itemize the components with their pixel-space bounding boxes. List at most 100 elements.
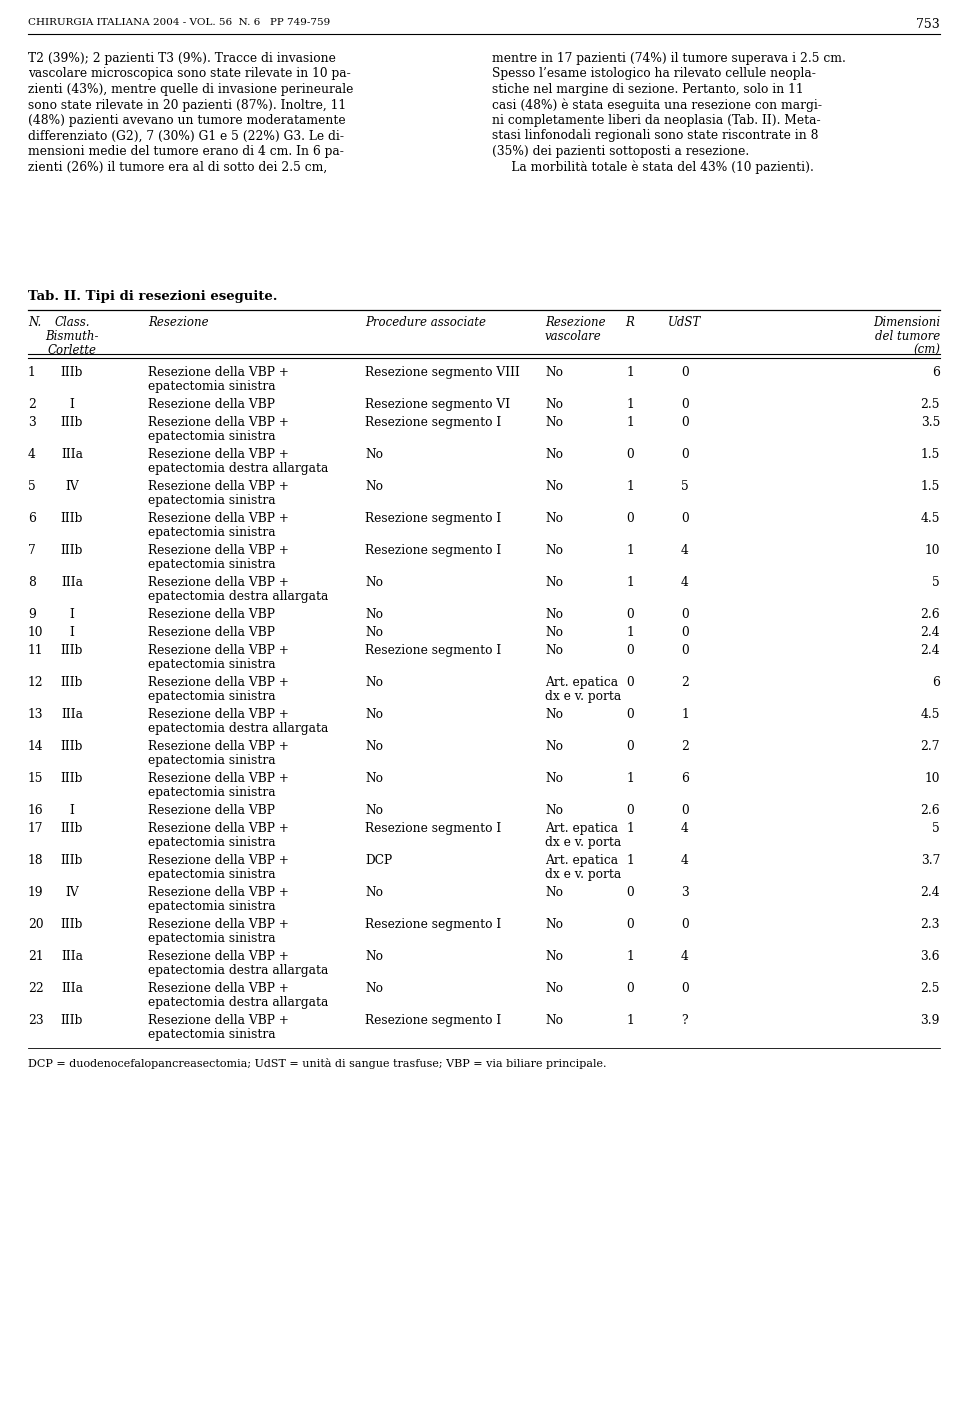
Text: epatectomia destra allargata: epatectomia destra allargata [148,590,328,603]
Text: 1: 1 [626,1014,634,1027]
Text: Resezione segmento I: Resezione segmento I [365,416,501,428]
Text: IIIb: IIIb [60,772,84,785]
Text: 0: 0 [626,676,634,689]
Text: 0: 0 [682,805,689,817]
Text: del tumore: del tumore [875,330,940,342]
Text: 2: 2 [681,676,689,689]
Text: Resezione della VBP +: Resezione della VBP + [148,821,289,836]
Text: 4: 4 [681,821,689,836]
Text: 0: 0 [682,397,689,411]
Text: 753: 753 [916,18,940,31]
Text: No: No [545,609,563,621]
Text: IIIa: IIIa [61,448,83,461]
Text: 4.5: 4.5 [921,511,940,526]
Text: Resezione della VBP +: Resezione della VBP + [148,511,289,526]
Text: dx e v. porta: dx e v. porta [545,836,621,850]
Text: Dimensioni: Dimensioni [873,316,940,328]
Text: 4: 4 [681,854,689,867]
Text: 0: 0 [626,448,634,461]
Text: I: I [69,805,75,817]
Text: IIIb: IIIb [60,644,84,657]
Text: 1: 1 [626,480,634,493]
Text: 2.5: 2.5 [921,397,940,411]
Text: dx e v. porta: dx e v. porta [545,690,621,703]
Text: 22: 22 [28,982,44,995]
Text: 3.9: 3.9 [921,1014,940,1027]
Text: 7: 7 [28,544,36,557]
Text: epatectomia sinistra: epatectomia sinistra [148,754,276,766]
Text: epatectomia sinistra: epatectomia sinistra [148,836,276,850]
Text: 11: 11 [28,644,43,657]
Text: epatectomia sinistra: epatectomia sinistra [148,900,276,913]
Text: No: No [365,886,383,899]
Text: No: No [545,448,563,461]
Text: 0: 0 [682,626,689,640]
Text: Resezione della VBP +: Resezione della VBP + [148,740,289,752]
Text: 2.5: 2.5 [921,982,940,995]
Text: Resezione segmento VIII: Resezione segmento VIII [365,366,520,379]
Text: Spesso l’esame istologico ha rilevato cellule neopla-: Spesso l’esame istologico ha rilevato ce… [492,68,816,80]
Text: No: No [545,544,563,557]
Text: No: No [545,805,563,817]
Text: 1: 1 [28,366,36,379]
Text: 1: 1 [626,366,634,379]
Text: 0: 0 [626,511,634,526]
Text: 6: 6 [28,511,36,526]
Text: 0: 0 [682,366,689,379]
Text: No: No [365,982,383,995]
Text: ni completamente liberi da neoplasia (Tab. II). Meta-: ni completamente liberi da neoplasia (Ta… [492,114,821,127]
Text: epatectomia destra allargata: epatectomia destra allargata [148,721,328,735]
Text: 2: 2 [28,397,36,411]
Text: No: No [365,805,383,817]
Text: Art. epatica: Art. epatica [545,854,618,867]
Text: 1.5: 1.5 [921,448,940,461]
Text: IIIb: IIIb [60,511,84,526]
Text: 1.5: 1.5 [921,480,940,493]
Text: Tab. II. Tipi di resezioni eseguite.: Tab. II. Tipi di resezioni eseguite. [28,290,277,303]
Text: 10: 10 [28,626,43,640]
Text: No: No [365,576,383,589]
Text: IIIb: IIIb [60,1014,84,1027]
Text: 18: 18 [28,854,43,867]
Text: No: No [365,707,383,721]
Text: 10: 10 [924,544,940,557]
Text: 1: 1 [626,854,634,867]
Text: IIIa: IIIa [61,950,83,962]
Text: mentre in 17 pazienti (74%) il tumore superava i 2.5 cm.: mentre in 17 pazienti (74%) il tumore su… [492,52,846,65]
Text: Resezione della VBP +: Resezione della VBP + [148,886,289,899]
Text: Resezione segmento VI: Resezione segmento VI [365,397,510,411]
Text: (48%) pazienti avevano un tumore moderatamente: (48%) pazienti avevano un tumore moderat… [28,114,346,127]
Text: Resezione della VBP +: Resezione della VBP + [148,544,289,557]
Text: 3.6: 3.6 [921,950,940,962]
Text: Resezione della VBP +: Resezione della VBP + [148,950,289,962]
Text: 20: 20 [28,919,43,931]
Text: No: No [365,480,383,493]
Text: No: No [545,644,563,657]
Text: 1: 1 [626,821,634,836]
Text: CHIRURGIA ITALIANA 2004 - VOL. 56  N. 6   PP 749-759: CHIRURGIA ITALIANA 2004 - VOL. 56 N. 6 P… [28,18,330,27]
Text: 15: 15 [28,772,43,785]
Text: Resezione della VBP +: Resezione della VBP + [148,676,289,689]
Text: mensioni medie del tumore erano di 4 cm. In 6 pa-: mensioni medie del tumore erano di 4 cm.… [28,145,344,158]
Text: epatectomia sinistra: epatectomia sinistra [148,868,276,881]
Text: IV: IV [65,480,79,493]
Text: zienti (43%), mentre quelle di invasione perineurale: zienti (43%), mentre quelle di invasione… [28,83,353,96]
Text: No: No [545,886,563,899]
Text: N.: N. [28,316,41,328]
Text: 0: 0 [626,886,634,899]
Text: DCP: DCP [365,854,392,867]
Text: Resezione della VBP: Resezione della VBP [148,626,275,640]
Text: I: I [69,609,75,621]
Text: 1: 1 [682,707,689,721]
Text: Resezione della VBP: Resezione della VBP [148,805,275,817]
Text: 2.7: 2.7 [921,740,940,752]
Text: 19: 19 [28,886,43,899]
Text: epatectomia sinistra: epatectomia sinistra [148,658,276,671]
Text: Resezione della VBP +: Resezione della VBP + [148,854,289,867]
Text: epatectomia destra allargata: epatectomia destra allargata [148,462,328,475]
Text: vascolare microscopica sono state rilevate in 10 pa-: vascolare microscopica sono state rileva… [28,68,350,80]
Text: 0: 0 [626,707,634,721]
Text: 5: 5 [932,821,940,836]
Text: 0: 0 [626,805,634,817]
Text: differenziato (G2), 7 (30%) G1 e 5 (22%) G3. Le di-: differenziato (G2), 7 (30%) G1 e 5 (22%)… [28,130,344,142]
